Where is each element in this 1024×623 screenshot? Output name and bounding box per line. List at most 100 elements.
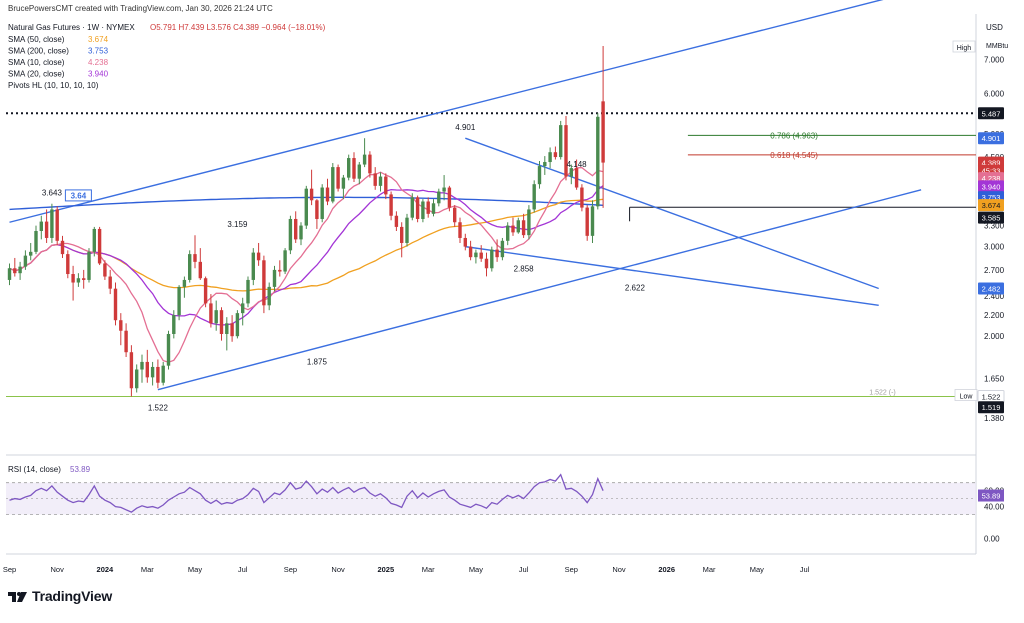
candle-body <box>29 251 33 256</box>
candle-body <box>60 240 65 255</box>
candle-body <box>34 230 38 252</box>
chart-legend: Natural Gas Futures · 1W · NYMEX O5.791 H… <box>8 23 326 90</box>
candle-body <box>55 209 59 241</box>
candle-body <box>596 116 600 207</box>
candle <box>140 354 144 383</box>
candle <box>294 211 298 243</box>
candle <box>500 237 505 261</box>
candle-body <box>410 197 414 218</box>
candle <box>288 215 293 255</box>
candle <box>405 213 409 247</box>
rsi-value-legend: 53.89 <box>70 465 91 474</box>
fib-786-label: 0.786 (4.963) <box>770 131 818 140</box>
candle <box>283 248 287 275</box>
candle <box>532 180 536 213</box>
candle <box>177 285 181 321</box>
legend-entry: SMA (50, close) <box>8 35 65 44</box>
price-badge-label: 3.585 <box>982 214 1001 223</box>
trendline-upper-channel <box>9 0 884 223</box>
price-tick-label: 3.000 <box>984 243 1005 252</box>
candle-body <box>389 194 393 216</box>
candle <box>219 307 224 341</box>
candle-body <box>71 274 75 283</box>
price-badge-label: 4.389 <box>982 159 1001 168</box>
candle-body <box>113 288 118 321</box>
price-tick-label: 7.000 <box>984 55 1005 64</box>
candle-body <box>559 125 563 158</box>
time-tick-label: Sep <box>565 565 578 574</box>
candle <box>352 152 356 182</box>
candle <box>331 163 335 204</box>
candle <box>103 260 107 280</box>
rsi-tick-label: 40.00 <box>984 503 1005 512</box>
candle <box>347 154 351 181</box>
candle-body <box>230 323 234 337</box>
candle-body <box>97 228 102 264</box>
rsi-line <box>9 473 604 513</box>
candle-body <box>532 184 536 210</box>
time-tick-label: May <box>188 565 202 574</box>
time-tick-label: Mar <box>141 565 154 574</box>
candle-body <box>66 254 70 275</box>
currency-label: USD <box>986 23 1003 32</box>
sma10-line <box>9 166 604 363</box>
candle <box>553 146 558 160</box>
candle-body <box>453 207 457 223</box>
candle <box>188 250 192 283</box>
candle <box>97 226 102 266</box>
candle-body <box>272 269 277 287</box>
candle <box>426 197 430 218</box>
candle <box>506 222 510 246</box>
time-tick-label: Mar <box>422 565 435 574</box>
rsi-badge <box>978 489 1004 502</box>
candle <box>34 225 38 255</box>
price-badge <box>978 401 1004 414</box>
candle-body <box>150 366 155 378</box>
candle <box>479 245 483 262</box>
candle-body <box>135 369 139 389</box>
candle <box>230 315 234 342</box>
candle <box>490 246 494 272</box>
price-tick-label: 2.700 <box>984 266 1005 275</box>
candle-body <box>368 154 372 174</box>
price-badge-label: 3.940 <box>982 182 1001 191</box>
candle-body <box>262 260 266 306</box>
candle <box>209 294 213 328</box>
candle-body <box>463 237 467 247</box>
candle-body <box>580 187 584 208</box>
candle-body <box>537 166 542 185</box>
candle-body <box>373 173 377 186</box>
candle-body <box>447 187 452 208</box>
candle <box>304 185 308 229</box>
candle <box>119 313 123 346</box>
candle <box>394 211 399 231</box>
pivot-label: 4.901 <box>455 123 476 132</box>
candle-body <box>241 303 245 314</box>
price-tick-label: 6.000 <box>984 90 1005 99</box>
legend-entry: SMA (200, close) <box>8 47 69 56</box>
candle-body <box>92 228 96 252</box>
axis-tag <box>952 40 976 53</box>
candle-body <box>13 268 17 274</box>
candle-body <box>39 221 43 231</box>
candle <box>484 252 489 277</box>
time-tick-label: May <box>750 565 764 574</box>
candle-body <box>384 176 388 195</box>
candle-body <box>50 209 54 238</box>
ohlc-readout: O5.791 H7.439 L3.576 C4.389 −0.964 (−18.… <box>150 23 326 32</box>
candle-body <box>166 333 171 366</box>
candle-body <box>495 249 499 258</box>
candle-body <box>601 101 605 163</box>
candle-body <box>421 201 425 219</box>
candle <box>278 260 282 277</box>
price-badge <box>978 282 1004 295</box>
candle <box>129 345 134 397</box>
time-tick-label: Jul <box>800 565 810 574</box>
candle-body <box>458 222 462 238</box>
candle-body <box>235 313 240 337</box>
candle-body <box>511 225 515 233</box>
candle <box>29 242 33 261</box>
candle <box>511 217 515 236</box>
candle <box>437 188 441 207</box>
